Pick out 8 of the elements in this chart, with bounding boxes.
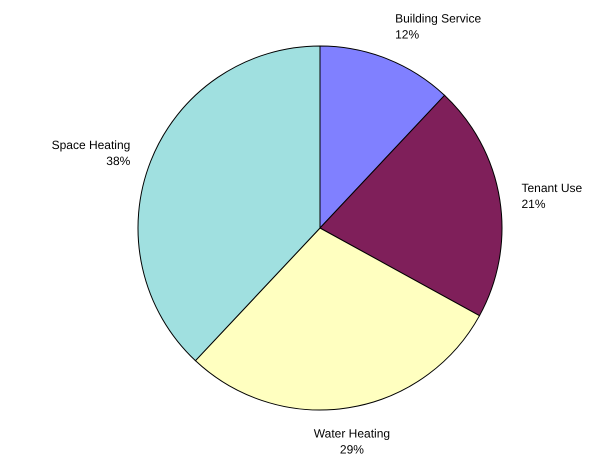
slice-label: Building Service <box>395 11 482 26</box>
data-label: 29% <box>340 442 364 456</box>
slice-label: Tenant Use <box>521 181 583 196</box>
slice-label: Water Heating <box>314 426 390 440</box>
slice-label: Space Heating <box>52 138 130 152</box>
data-label: 12% <box>395 27 420 42</box>
data-label: 38% <box>106 154 131 168</box>
data-label: 21% <box>521 197 546 212</box>
